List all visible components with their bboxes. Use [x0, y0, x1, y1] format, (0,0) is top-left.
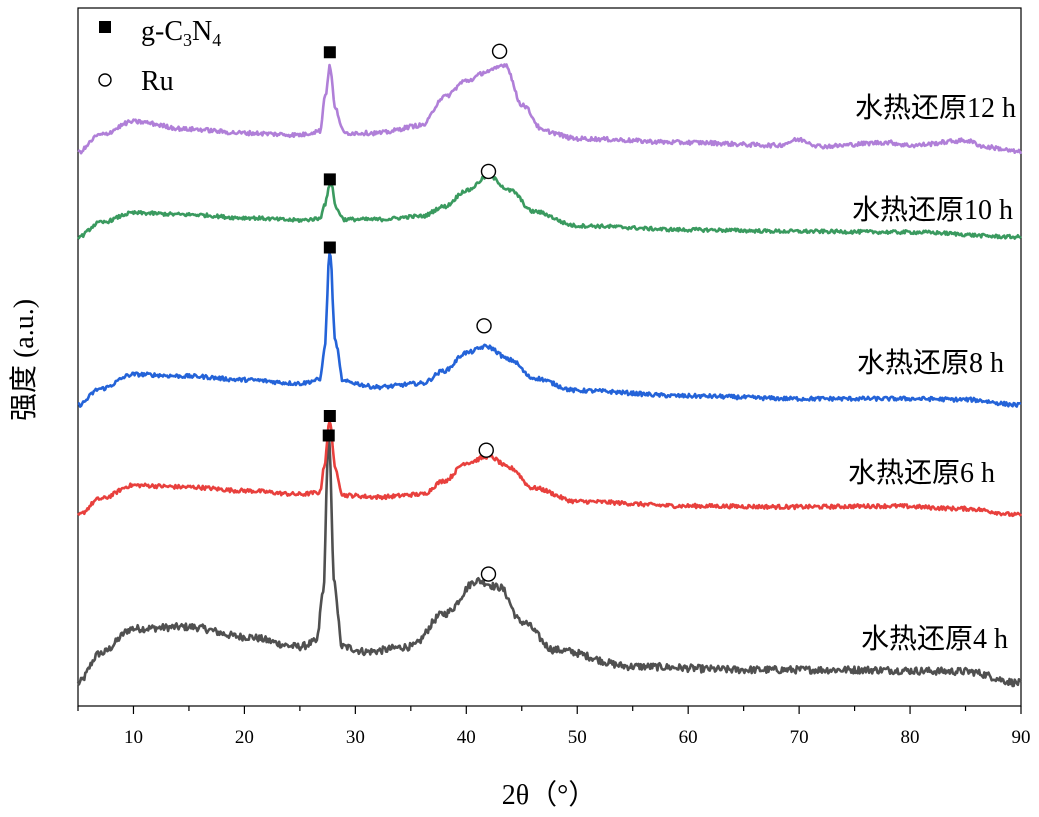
legend-gc3n4-part-2: 3	[183, 30, 192, 50]
series-line-5	[77, 63, 1023, 155]
gc3n4-peak-marker-3	[323, 241, 336, 254]
legend-gc3n4-part-3: N	[192, 16, 212, 47]
y-axis-label: 强度 (a.u.)	[8, 299, 40, 421]
series-label-2: 水热还原6 h	[848, 457, 995, 489]
gc3n4-peak-marker-5	[323, 46, 336, 59]
series-line-2	[76, 420, 1023, 518]
ru-peak-marker-3	[476, 318, 492, 334]
series-layer	[76, 63, 1023, 688]
x-tick-label-80: 80	[901, 727, 920, 748]
x-tick-label-50: 50	[568, 727, 587, 748]
ru-peak-marker-1	[480, 566, 497, 582]
x-tick-label-30: 30	[346, 727, 365, 748]
series-line-4	[77, 173, 1022, 240]
labels-layer: 水热还原4 h 水热还原6 h 水热还原8 h 水热还原10 h 水热还原12 h	[848, 92, 1016, 655]
legend: g-C3N4 Ru	[98, 16, 221, 97]
series-label-5: 水热还原12 h	[855, 92, 1016, 124]
series-label-1: 水热还原4 h	[861, 623, 1008, 655]
gc3n4-peak-marker-4	[323, 173, 336, 186]
legend-label-gc3n4: g-C3N4	[141, 16, 221, 50]
legend-marker-gc3n4	[99, 21, 111, 33]
ru-peak-marker-5	[491, 43, 508, 59]
ru-peak-marker-4	[480, 163, 497, 180]
series-line-3	[77, 252, 1022, 408]
legend-label-ru: Ru	[141, 66, 174, 97]
x-tick-label-10: 10	[124, 727, 143, 748]
series-line-1	[76, 434, 1023, 688]
x-axis-label: 2θ（°）	[502, 779, 597, 811]
x-tick-label-70: 70	[790, 727, 809, 748]
plot-area	[77, 7, 1022, 707]
axes-layer: 10 20 30 40 50 60 70 80 90	[77, 706, 1031, 748]
x-tick-label-40: 40	[457, 727, 476, 748]
x-tick-label-60: 60	[679, 727, 698, 748]
legend-gc3n4-part-1: g-C	[141, 16, 183, 47]
gc3n4-peak-marker-1	[322, 429, 335, 442]
legend-marker-ru	[98, 73, 112, 87]
series-label-3: 水热还原8 h	[857, 347, 1004, 379]
x-tick-label-90: 90	[1012, 727, 1031, 748]
marker-layer	[322, 43, 508, 582]
ru-peak-marker-2	[478, 442, 494, 458]
plot-frame	[77, 7, 1022, 707]
series-label-4: 水热还原10 h	[852, 194, 1013, 226]
x-tick-label-20: 20	[235, 727, 254, 748]
gc3n4-peak-marker-2	[323, 410, 336, 422]
legend-gc3n4-part-4: 4	[212, 30, 221, 50]
